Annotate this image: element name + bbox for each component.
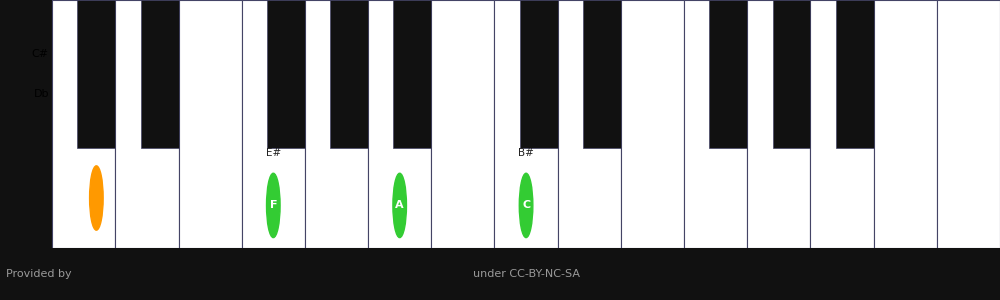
Bar (773, 0, 810, 148)
Bar (305, 0, 368, 248)
Bar (431, 0, 494, 248)
Bar (141, 0, 179, 148)
Text: E#: E# (266, 148, 281, 158)
Bar (621, 0, 684, 248)
Bar (494, 0, 558, 248)
Bar (115, 0, 179, 248)
Bar (393, 0, 431, 148)
Bar (747, 0, 810, 248)
Bar (368, 0, 431, 248)
Bar (937, 0, 1000, 248)
Text: C#: C# (32, 50, 49, 59)
Circle shape (519, 173, 533, 238)
Bar (267, 0, 305, 148)
Text: C: C (522, 200, 530, 210)
Circle shape (90, 166, 103, 230)
Bar (0, 248, 1000, 300)
Bar (77, 0, 115, 148)
Bar (684, 0, 747, 248)
Bar (520, 0, 558, 148)
Text: under CC-BY-NC-SA: under CC-BY-NC-SA (473, 269, 580, 279)
Bar (242, 0, 305, 248)
Bar (874, 0, 937, 248)
Bar (836, 0, 874, 148)
Bar (709, 0, 747, 148)
Bar (330, 0, 368, 148)
Bar (583, 0, 621, 148)
Text: Provided by: Provided by (6, 269, 72, 279)
Text: A: A (395, 200, 404, 210)
Bar (810, 0, 874, 248)
Text: B#: B# (518, 148, 534, 158)
Circle shape (393, 173, 406, 238)
Bar (179, 0, 242, 248)
Bar (52, 0, 115, 248)
Bar (558, 0, 621, 248)
Text: Db: Db (33, 89, 49, 99)
Circle shape (267, 173, 280, 238)
Text: F: F (270, 200, 277, 210)
